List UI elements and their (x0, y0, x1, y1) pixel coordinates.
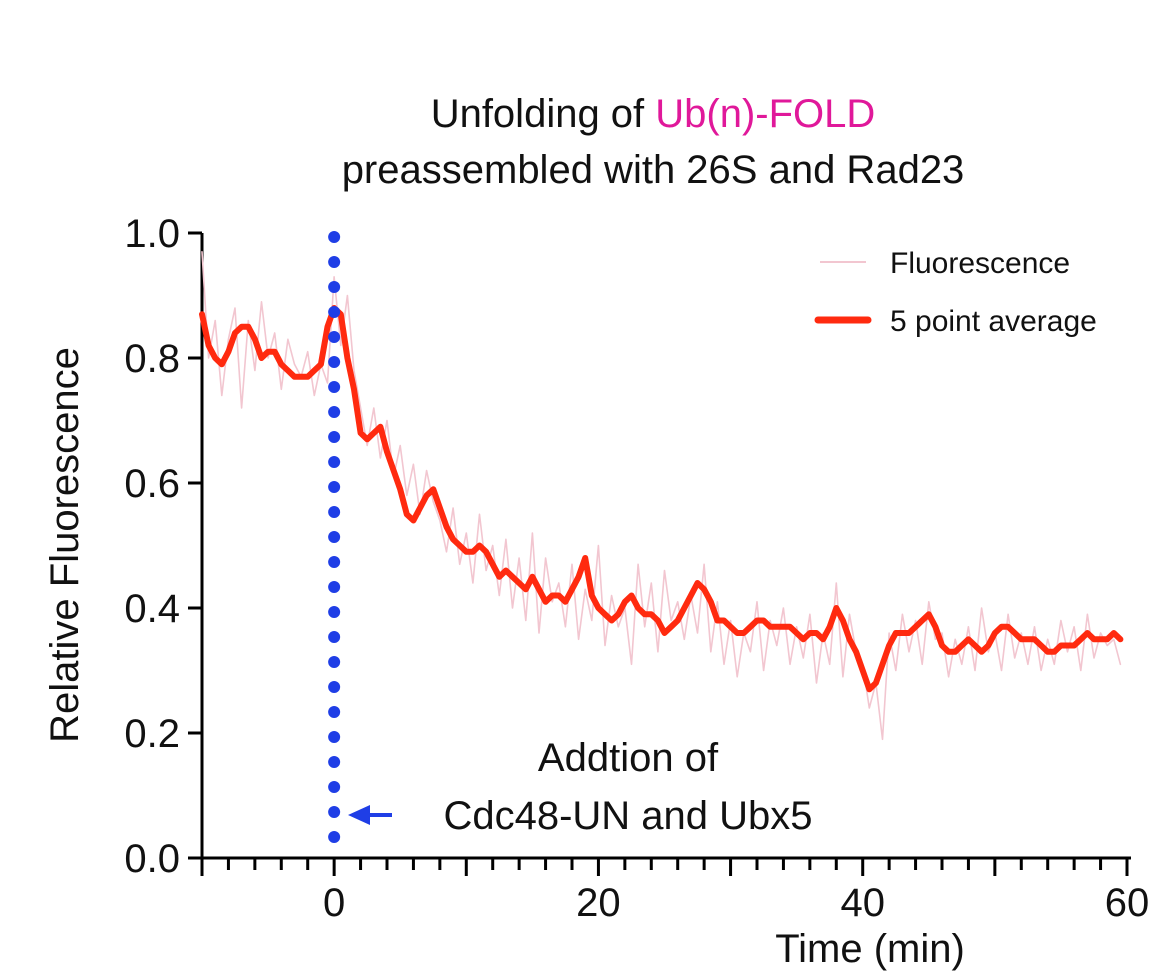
annotation-text-line2: Cdc48-UN and Ubx5 (443, 794, 812, 838)
x-axis-label: Time (min) (775, 927, 965, 971)
marker-dot (328, 556, 341, 568)
marker-dot (328, 756, 341, 768)
series-line-fluorescence (201, 251, 1122, 741)
annotation-layer: Addtion of Cdc48-UN and Ubx5 (328, 231, 813, 843)
annotation-text-line1: Addtion of (538, 736, 719, 780)
marker-dot (328, 356, 341, 368)
y-tick-label: 1.0 (124, 212, 180, 256)
marker-dot (328, 581, 341, 593)
x-tick-label: 40 (840, 881, 885, 925)
chart-title-line1: Unfolding of Ub(n)-FOLD (0, 92, 1153, 137)
marker-dot (328, 831, 341, 843)
marker-dot (328, 631, 341, 643)
marker-dot (328, 531, 341, 543)
chart-title-prefix: Unfolding of (430, 92, 656, 136)
marker-dot (328, 381, 341, 393)
x-tick-label: 0 (323, 881, 345, 925)
marker-dot (328, 231, 341, 243)
marker-dot (328, 781, 341, 793)
y-tick-label: 0.0 (124, 837, 180, 881)
marker-dot (328, 456, 341, 468)
marker-dot (328, 481, 341, 493)
series-layer (199, 251, 1124, 741)
legend-layer: Fluorescence 5 point average (814, 247, 1097, 338)
marker-dot (328, 331, 341, 343)
y-tick-label: 0.4 (124, 587, 180, 631)
annotation-arrow-head (348, 805, 370, 825)
y-tick-label: 0.2 (124, 712, 180, 756)
x-tick-label: 60 (1105, 881, 1150, 925)
marker-dot (328, 681, 341, 693)
marker-dot (328, 506, 341, 518)
chart-title-line2: preassembled with 26S and Rad23 (341, 148, 965, 192)
axes-layer: 0.0 0.2 0.4 0.6 0.8 1.0 0 20 40 60 Time (min) Relat… (43, 212, 1149, 971)
marker-dot (328, 431, 341, 443)
y-axis-label: Relative Fluorescence (43, 347, 87, 743)
chart-title-highlight: Ub(n)-FOLD (655, 92, 876, 136)
marker-dot (328, 256, 341, 268)
legend-label-fluorescence: Fluorescence (890, 247, 1070, 280)
marker-dot (328, 706, 341, 718)
marker-dot (328, 731, 341, 743)
legend-label-5-point-average: 5 point average (890, 305, 1097, 338)
y-tick-label: 0.6 (124, 462, 180, 506)
marker-dot (328, 806, 341, 818)
marker-dot (328, 306, 341, 318)
marker-dot (328, 406, 341, 418)
y-tick-label: 0.8 (124, 337, 180, 381)
marker-dot (328, 281, 341, 293)
marker-dot (328, 606, 341, 618)
x-tick-label: 20 (576, 881, 621, 925)
series-line-5-point-average (199, 305, 1124, 693)
marker-dot (328, 656, 341, 668)
